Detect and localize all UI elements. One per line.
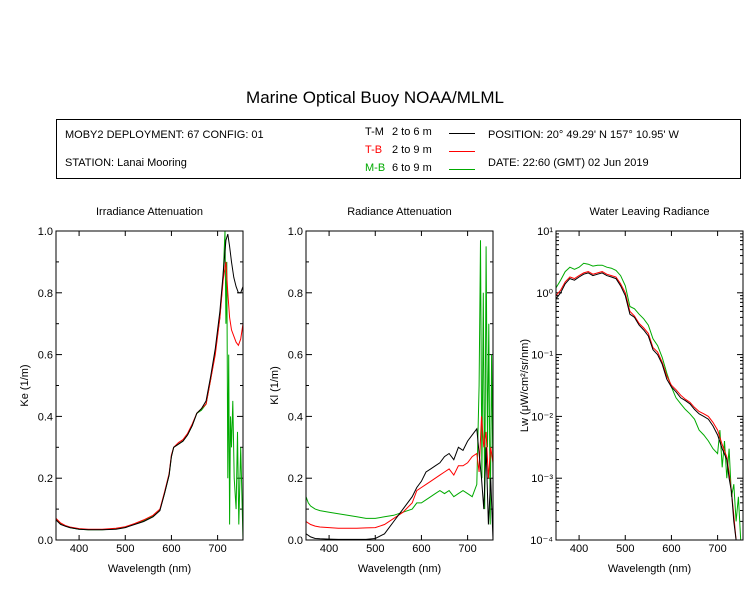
y-tick-label: 0.6 (288, 350, 303, 362)
y-tick-label: 0.0 (38, 535, 53, 547)
legend-range-mb: 6 to 9 m (392, 162, 432, 174)
series-line-t-m (556, 272, 737, 540)
y-tick-label: 0.6 (38, 350, 53, 362)
y-tick-label: 10¹ (537, 226, 553, 238)
y-tick-label: 10⁻⁴ (530, 535, 553, 547)
series-line-m-b (56, 231, 243, 540)
legend-line-mb (449, 169, 475, 170)
deployment-label: MOBY2 DEPLOYMENT: 67 CONFIG: 01 (65, 129, 264, 141)
series-line-t-b (306, 416, 493, 529)
plot-frame (55, 230, 244, 541)
series-line-t-b (56, 261, 243, 530)
x-tick-label: 700 (708, 543, 726, 555)
y-tick-label: 1.0 (288, 226, 303, 238)
x-tick-label: 400 (320, 543, 338, 555)
y-tick-label: 0.8 (38, 288, 53, 300)
x-tick-label: 400 (570, 543, 588, 555)
y-tick-label: 0.8 (288, 288, 303, 300)
plot-frame (305, 230, 494, 541)
y-tick-label: 0.2 (38, 473, 53, 485)
legend-name-tm: T-M (365, 126, 384, 138)
x-axis-label: Wavelength (nm) (108, 563, 191, 575)
page-title: Marine Optical Buoy NOAA/MLML (246, 88, 504, 107)
series-line-t-b (556, 271, 737, 540)
x-tick-label: 600 (662, 543, 680, 555)
y-axis-label: Lw (μW/cm²/sr/nm) (519, 339, 531, 432)
x-tick-label: 400 (70, 543, 88, 555)
position-label: POSITION: 20° 49.29' N 157° 10.95' W (488, 129, 679, 141)
x-tick-label: 600 (162, 543, 180, 555)
y-axis-label: Ke (1/m) (19, 364, 31, 406)
legend-range-tb: 2 to 9 m (392, 144, 432, 156)
legend-name-mb: M-B (365, 162, 386, 174)
legend-range-tm: 2 to 6 m (392, 126, 432, 138)
y-tick-label: 10⁻³ (531, 473, 553, 485)
info-box: MOBY2 DEPLOYMENT: 67 CONFIG: 01 STATION:… (56, 119, 741, 179)
y-tick-label: 0.4 (38, 411, 53, 423)
y-axis-label: Kl (1/m) (269, 366, 281, 405)
chart-title: Radiance Attenuation (347, 206, 452, 218)
x-tick-label: 700 (458, 543, 476, 555)
chart-title: Water Leaving Radiance (589, 206, 709, 218)
x-tick-label: 600 (412, 543, 430, 555)
series-line-t-m (306, 427, 493, 540)
series-line-t-m (56, 233, 243, 531)
x-axis-label: Wavelength (nm) (608, 563, 691, 575)
legend-line-tm (449, 133, 475, 134)
x-tick-label: 700 (208, 543, 226, 555)
date-label: DATE: 22:60 (GMT) 02 Jun 2019 (488, 157, 649, 169)
plot-frame (555, 230, 744, 541)
series-line-m-b (306, 240, 493, 525)
y-tick-label: 1.0 (38, 226, 53, 238)
x-tick-label: 500 (116, 543, 134, 555)
station-label: STATION: Lanai Mooring (65, 157, 187, 169)
legend-name-tb: T-B (365, 144, 383, 156)
chart-title: Irradiance Attenuation (96, 206, 203, 218)
x-axis-label: Wavelength (nm) (358, 563, 441, 575)
y-tick-label: 0.2 (288, 473, 303, 485)
y-tick-label: 10⁰ (536, 288, 553, 300)
y-tick-label: 0.4 (288, 411, 303, 423)
series-line-m-b (556, 262, 742, 540)
x-tick-label: 500 (616, 543, 634, 555)
y-tick-label: 0.0 (288, 535, 303, 547)
legend-line-tb (449, 151, 475, 152)
x-tick-label: 500 (366, 543, 384, 555)
y-tick-label: 10⁻¹ (531, 350, 553, 362)
y-tick-label: 10⁻² (531, 411, 553, 423)
